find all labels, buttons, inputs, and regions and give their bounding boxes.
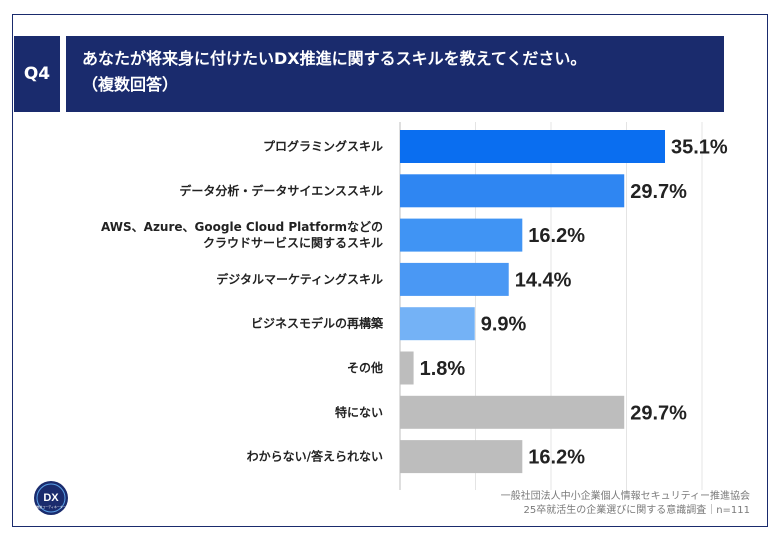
bar [400, 262, 509, 296]
source-line2: 25卒就活生の企業選びに関する意識調査｜n=111 [523, 505, 750, 516]
bar [400, 130, 666, 163]
value-label: 16.2% [528, 225, 585, 247]
question-title: あなたが将来身に付けたいDX推進に関するスキルを教えてください。 （複数回答） [66, 36, 724, 112]
logo-subtext: 推進コーディネーター [36, 504, 66, 509]
bar [400, 351, 414, 385]
category-label: クラウドサービスに関するスキル [203, 235, 383, 250]
category-label: プログラミングスキル [263, 139, 383, 154]
category-label: AWS、Azure、Google Cloud Platformなどの [101, 220, 383, 234]
category-label: 特にない [335, 404, 383, 419]
category-label: デジタルマーケティングスキル [216, 271, 383, 286]
bar [400, 440, 523, 474]
value-label: 35.1% [671, 137, 728, 159]
question-title-line2: （複数回答） [82, 75, 179, 94]
category-label: データ分析・データサイエンススキル [179, 183, 383, 198]
source-note: 一般社団法人中小企業個人情報セキュリティー推進協会 25卒就活生の企業選びに関す… [501, 490, 750, 518]
value-label: 16.2% [528, 447, 585, 469]
value-label: 9.9% [481, 314, 527, 336]
category-label: その他 [347, 360, 383, 375]
value-label: 29.7% [630, 181, 687, 203]
question-title-line1: あなたが将来身に付けたいDX推進に関するスキルを教えてください。 [82, 49, 587, 68]
bar [400, 174, 625, 208]
category-label: わからない/答えられない [247, 449, 383, 464]
bar [400, 395, 625, 429]
logo-text: DX [43, 492, 59, 504]
dx-logo: DX 推進コーディネーター [34, 481, 68, 515]
value-label: 29.7% [630, 402, 687, 424]
bar [400, 218, 523, 252]
source-line1: 一般社団法人中小企業個人情報セキュリティー推進協会 [500, 491, 750, 502]
question-badge: Q4 [14, 36, 60, 112]
category-label: ビジネスモデルの再構築 [251, 316, 384, 331]
bar [400, 307, 475, 341]
value-label: 14.4% [515, 269, 572, 291]
value-label: 1.8% [420, 358, 466, 380]
